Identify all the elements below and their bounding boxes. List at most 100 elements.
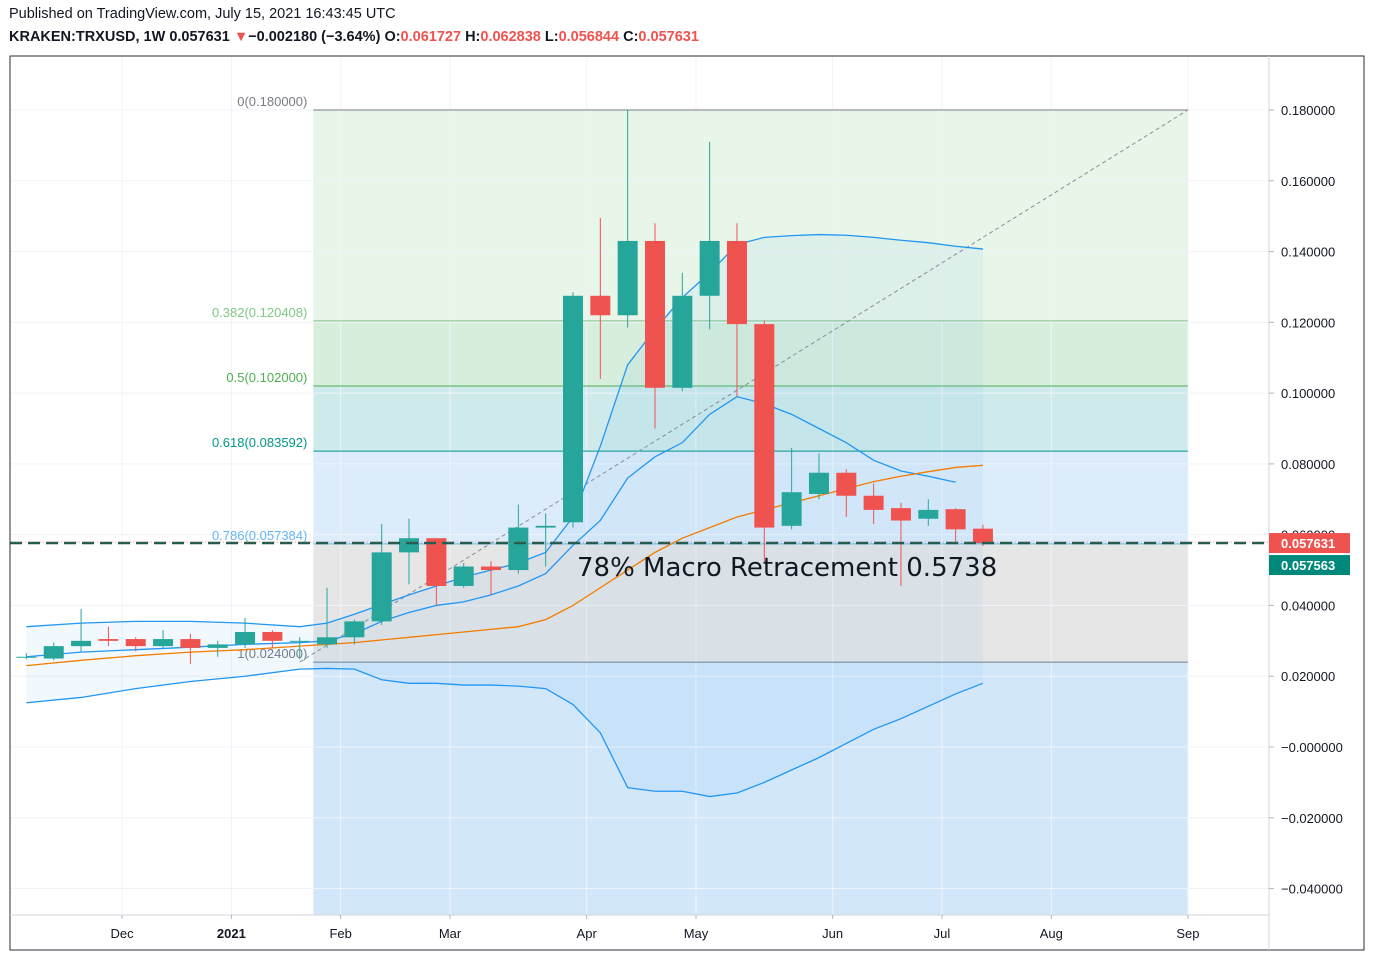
candle-body [726,240,747,325]
candle-body [235,631,256,645]
symbol-legend: KRAKEN:TRXUSD, 1W 0.057631 ▼−0.002180 (−… [9,29,699,45]
fib-zone [313,386,1188,452]
open-value: 0.061727 [400,29,462,45]
candle-body [590,295,611,316]
bollinger-fill [26,234,983,797]
price-tag-label: 0.057563 [1281,558,1335,573]
fib-level-label: 0.382(0.120408) [212,305,307,320]
fib-level-label: 0.5(0.102000) [226,370,307,385]
x-tick-label: Mar [439,926,462,941]
time-axis: Dec 2021 Feb Mar Apr May Jun Jul Aug Sep [110,915,1199,941]
y-tick-label: 0.100000 [1281,386,1335,401]
x-tick-label: Feb [329,926,351,941]
fib-trend-line [299,109,1189,663]
fib-lines: 0(0.180000) 0.382(0.120408) 0.5(0.102000) 0… [212,94,1189,663]
x-tick-label: Dec [110,926,134,941]
candle-body [918,509,939,519]
bollinger-lower [26,667,984,798]
fib-level-label: 0(0.180000) [237,94,307,109]
price-change: −0.002180 (−3.64%) [248,29,381,45]
bollinger-middle [26,395,956,658]
last-price: 0.057631 [169,29,230,45]
x-tick-label: Jun [822,926,843,941]
candle-body [699,240,720,296]
candle-body [180,639,201,648]
candle-body [754,324,775,528]
overlays: 78% Macro Retracement 0.5738 [10,541,1269,583]
candle-body [617,240,638,316]
candle-body [16,656,37,658]
fib-zone-below [313,662,1188,915]
y-tick-label: 0.120000 [1281,315,1335,330]
candle-body [399,538,420,553]
y-tick-label: 0.140000 [1281,245,1335,260]
y-tick-label: 0.080000 [1281,457,1335,472]
y-tick-label: −0.040000 [1281,882,1343,897]
fib-level-label: 0.618(0.083592) [212,435,307,450]
candle-body [781,492,802,526]
candle-body [972,528,993,544]
bollinger-upper [26,233,984,628]
candle-body [98,639,119,641]
close-label: C: [623,29,639,45]
candle-body [344,621,365,638]
price-tag [1269,555,1350,576]
y-tick-label: −0.000000 [1281,740,1343,755]
y-tick-label: 0.020000 [1281,669,1335,684]
x-tick-label: Apr [577,926,598,941]
y-tick-label: −0.020000 [1281,811,1343,826]
published-info: Published on TradingView.com, July 15, 2… [9,6,396,22]
high-label: H: [465,29,481,45]
open-label: O: [384,29,401,45]
x-tick-label: Aug [1040,926,1063,941]
candle-body [289,640,310,642]
candle-body [43,646,64,659]
low-value: 0.056844 [558,29,620,45]
candle-body [207,644,228,648]
price-tag [1269,533,1350,554]
fib-zone [313,320,1188,387]
candle-body [71,640,92,647]
fib-zone [313,110,1188,321]
symbol-name[interactable]: KRAKEN:TRXUSD, 1W [9,29,166,45]
fib-zone [313,451,1188,544]
x-tick-label: Jul [934,926,951,941]
down-arrow-icon: ▼ [233,29,249,45]
y-tick-label: 0.040000 [1281,598,1335,613]
price-axis: 0.180000 0.160000 0.140000 0.120000 0.100000… [1269,103,1350,897]
x-tick-label: Sep [1176,926,1199,941]
fib-zones [313,110,1188,915]
candle-body [863,495,884,510]
candle-body [644,240,665,388]
fib-level-label: 0.786(0.057384) [212,528,307,543]
outer-frame [9,55,1365,951]
candle-body [453,566,474,586]
candle-body [262,631,283,641]
high-value: 0.062838 [480,29,541,45]
candle-body [508,527,529,571]
candle-body [945,509,966,530]
candle-body [317,637,338,645]
candle-body [426,538,447,586]
annotation-text: 78% Macro Retracement 0.5738 [577,553,997,583]
low-label: L: [544,29,559,45]
candle-body [125,639,146,647]
candle-body [481,566,502,571]
close-value: 0.057631 [638,29,699,45]
candle-body [563,295,583,523]
candles [16,110,993,664]
price-tag-label: 0.057631 [1281,536,1335,551]
chart-frame [9,55,1365,951]
candle-body [890,508,911,521]
grid-lines [10,56,1269,915]
candle-body [836,472,857,496]
candle-body [153,639,174,647]
x-tick-label: 2021 [217,926,246,941]
y-tick-label: 0.180000 [1281,103,1335,118]
candle-body [371,552,392,622]
fib-level-label: 1(0.024000) [237,646,307,661]
candle-body [808,472,829,494]
x-tick-label: May [684,926,709,941]
candle-body [535,525,556,528]
